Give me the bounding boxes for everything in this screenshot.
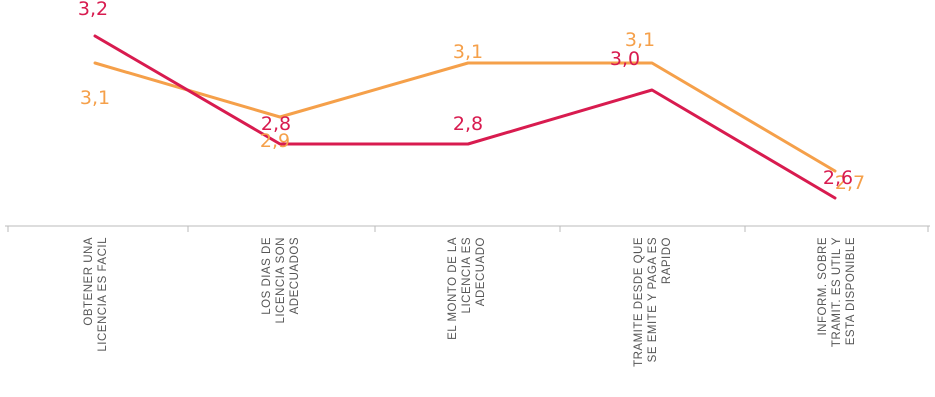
orange-data-label: 3,1 [625,29,655,51]
x-tick-label: EL MONTO DE LA LICENCIA ES ADECUADO [447,237,487,340]
x-tick-label-line: RAPIDO [661,237,673,284]
orange-data-label: 3,1 [80,87,110,109]
red-series-line [93,34,837,200]
x-tick-label-line: LICENCIA SON [275,237,287,324]
x-tick-label-line: ESTA DISPONIBLE [845,237,857,345]
x-tick-label: OBTENER UNA LICENCIA ES FACIL [83,237,109,352]
red-data-label: 2,6 [823,167,853,189]
x-tick-label-line: LOS DIAS DE [261,237,273,315]
red-data-label: 2,8 [261,113,291,135]
x-tick-label-line: ADECUADO [475,237,487,306]
x-tick-label-line: LICENCIA ES FACIL [97,237,109,352]
x-tick-label-line: INFORM. SOBRE [817,237,829,336]
x-tick-label-line: TRAMITE DESDE QUE [633,237,645,367]
x-tick-label-line: LICENCIA ES [461,237,473,313]
red-data-label: 3,0 [610,48,640,70]
x-tick-label-line: ADECUADOS [289,237,301,314]
orange-data-label: 3,1 [453,41,483,63]
x-tick-label: TRAMITE DESDE QUE SE EMITE Y PAGA ES RAPID… [633,237,673,367]
orange-data-label: 2,9 [260,130,290,152]
x-tick-label: INFORM. SOBRE TRAMIT. ES UTIL Y ESTA DISPO… [817,237,857,347]
red-data-label: 2,8 [453,113,483,135]
x-tick-label-line: OBTENER UNA [83,237,95,326]
x-tick-label-line: TRAMIT. ES UTIL Y [831,237,843,347]
x-tick-label-line: SE EMITE Y PAGA ES [647,237,659,362]
x-tick-label: LOS DIAS DE LICENCIA SON ADECUADOS [261,237,301,324]
orange-data-label: 2,7 [835,172,865,194]
orange-series-line [93,61,837,173]
red-data-label: 3,2 [78,0,108,20]
x-tick-label-line: EL MONTO DE LA [447,237,459,340]
